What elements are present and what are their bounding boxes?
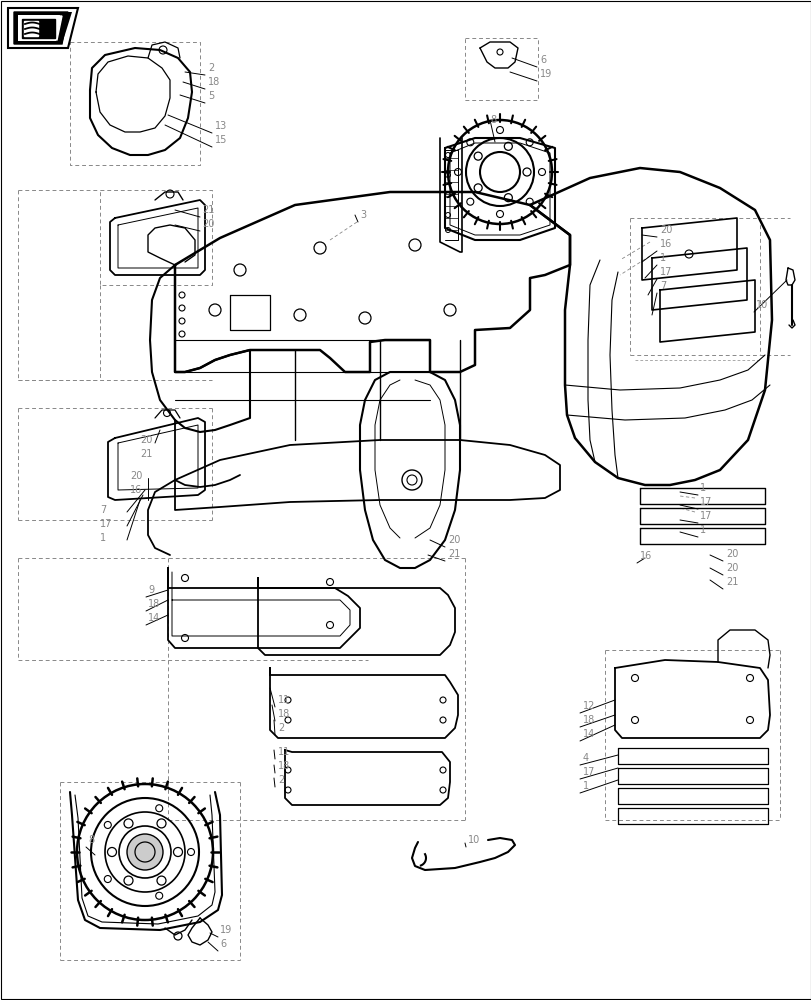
Text: 15: 15: [215, 135, 227, 145]
Text: 1: 1: [699, 525, 706, 535]
Text: 17: 17: [582, 767, 594, 777]
Text: 1: 1: [582, 781, 589, 791]
Text: 20: 20: [725, 563, 737, 573]
Polygon shape: [22, 19, 55, 38]
Text: 14: 14: [582, 729, 594, 739]
Text: 19: 19: [539, 69, 551, 79]
Text: 13: 13: [215, 121, 227, 131]
Text: 7: 7: [659, 281, 666, 291]
Text: 18: 18: [582, 715, 594, 725]
Text: 8: 8: [88, 835, 94, 845]
Text: 2: 2: [277, 775, 284, 785]
Text: 18: 18: [148, 599, 160, 609]
Text: 18: 18: [277, 761, 290, 771]
Polygon shape: [14, 12, 72, 44]
Text: 2: 2: [277, 723, 284, 733]
Text: 19: 19: [220, 925, 232, 935]
Text: 6: 6: [220, 939, 225, 949]
Circle shape: [127, 834, 163, 870]
Text: 17: 17: [659, 267, 672, 277]
Text: 18: 18: [208, 77, 220, 87]
Polygon shape: [18, 15, 60, 41]
Text: 10: 10: [467, 835, 479, 845]
Text: 16: 16: [639, 551, 651, 561]
Text: 21: 21: [725, 577, 737, 587]
Text: 2: 2: [208, 63, 214, 73]
Text: 20: 20: [202, 219, 214, 229]
Text: 20: 20: [725, 549, 737, 559]
Text: 21: 21: [139, 449, 152, 459]
Text: 5: 5: [208, 91, 214, 101]
Text: 17: 17: [100, 519, 112, 529]
Polygon shape: [8, 8, 78, 48]
Text: 17: 17: [699, 511, 711, 521]
Text: 17: 17: [699, 497, 711, 507]
Text: 14: 14: [148, 613, 160, 623]
Text: 21: 21: [202, 205, 214, 215]
Polygon shape: [14, 12, 68, 44]
Text: 20: 20: [130, 471, 142, 481]
Text: 1: 1: [100, 533, 106, 543]
Text: 10: 10: [755, 300, 767, 310]
Text: 21: 21: [448, 549, 460, 559]
Polygon shape: [24, 21, 38, 36]
Text: 6: 6: [539, 55, 546, 65]
Text: 11: 11: [277, 747, 290, 757]
Text: 12: 12: [582, 701, 594, 711]
Text: 1: 1: [699, 483, 706, 493]
Text: 16: 16: [130, 485, 142, 495]
Text: 8: 8: [489, 115, 496, 125]
Text: 9: 9: [148, 585, 154, 595]
Text: 18: 18: [277, 709, 290, 719]
Text: 20: 20: [659, 225, 672, 235]
Text: 7: 7: [100, 505, 106, 515]
Text: 11: 11: [277, 695, 290, 705]
Text: 16: 16: [659, 239, 672, 249]
Polygon shape: [20, 16, 62, 40]
Text: 20: 20: [448, 535, 460, 545]
Text: 4: 4: [582, 753, 589, 763]
Text: 3: 3: [359, 210, 366, 220]
Text: 20: 20: [139, 435, 152, 445]
Text: 1: 1: [659, 253, 665, 263]
